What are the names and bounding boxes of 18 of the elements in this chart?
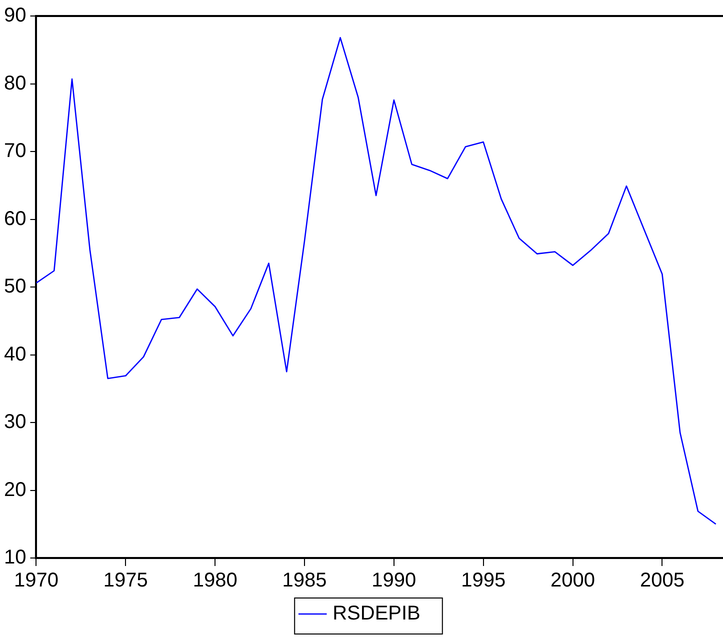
y-tick-label: 40 bbox=[4, 343, 26, 366]
x-tick-label: 1980 bbox=[192, 570, 238, 592]
x-tick-label: 2005 bbox=[640, 570, 684, 592]
y-tick-label: 80 bbox=[4, 72, 26, 94]
x-tick-label: 1990 bbox=[372, 570, 416, 592]
x-tick-label: 1975 bbox=[103, 570, 148, 592]
y-tick-label: 90 bbox=[4, 4, 26, 27]
x-tick-label: 2000 bbox=[550, 570, 596, 592]
y-tick-label: 20 bbox=[4, 478, 26, 501]
y-tick-label: 50 bbox=[4, 276, 26, 298]
x-tick-label: 1970 bbox=[14, 570, 58, 592]
y-tick-label: 10 bbox=[4, 546, 26, 569]
y-tick-label: 30 bbox=[4, 411, 26, 434]
x-tick-label: 1985 bbox=[282, 570, 327, 592]
y-tick-label: 60 bbox=[4, 208, 26, 230]
x-tick-label: 1995 bbox=[461, 570, 506, 592]
y-tick-label: 70 bbox=[4, 140, 26, 162]
legend-label: RSDEPIB bbox=[332, 602, 420, 625]
